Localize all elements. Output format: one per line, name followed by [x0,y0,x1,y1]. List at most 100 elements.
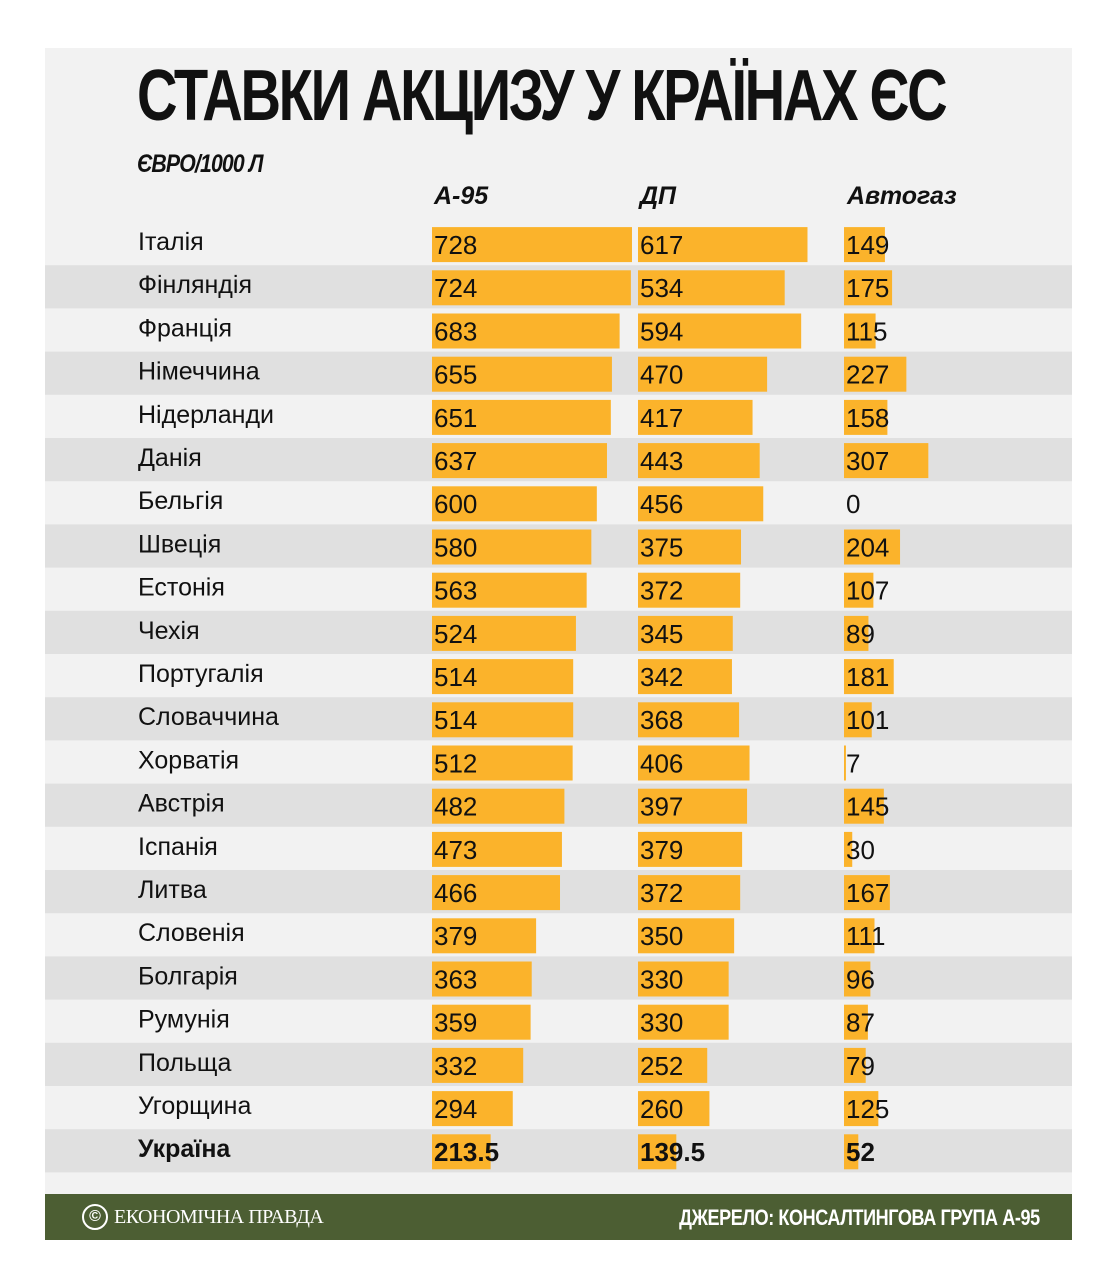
category-label: Данія [138,444,202,472]
chart-title: СТАВКИ АКЦИЗУ У КРАЇНАХ ЄС [137,56,948,136]
data-label: 379 [434,921,477,951]
category-label: Словаччина [138,703,279,731]
data-label: 294 [434,1094,477,1124]
bar [638,227,808,263]
data-label: 514 [434,662,477,692]
bar [844,572,874,608]
data-label: 252 [640,1051,683,1081]
row-stripe [45,956,1072,1000]
bar [432,529,592,565]
bar [844,745,846,781]
bar [432,1091,513,1127]
footer-bar [45,1194,1072,1240]
source-note: ДЖЕРЕЛО: КОНСАЛТИНГОВА ГРУПА А-95 [679,1205,1040,1230]
bar [638,659,732,695]
data-label: 728 [434,230,477,260]
bar [432,1004,531,1040]
bar [432,788,565,824]
category-label: Чехія [138,617,200,645]
bar [638,918,735,954]
bar [844,1004,868,1040]
data-label: 7 [846,748,860,778]
category-label: Польща [138,1049,232,1077]
category-label: Україна [138,1135,231,1163]
category-label: Нідерланди [138,401,274,429]
data-label: 372 [640,878,683,908]
bar [432,875,561,911]
bar [432,615,576,651]
copyright-logo-icon: © [82,1204,108,1230]
bar [432,1134,491,1170]
bar [432,961,532,997]
bar [432,227,632,263]
bar [844,529,901,565]
data-label: 332 [434,1051,477,1081]
data-label: 683 [434,316,477,346]
data-label: 397 [640,792,683,822]
data-label: 580 [434,532,477,562]
data-label: 724 [434,273,477,303]
data-label: 145 [846,792,889,822]
category-label: Франція [138,314,232,342]
bar [844,443,929,479]
bar [844,918,875,954]
bar [844,270,893,306]
data-label: 175 [846,273,889,303]
category-label: Румунія [138,1006,230,1034]
bar [638,1004,729,1040]
column-header-autogas: Автогаз [847,182,957,210]
data-label: 524 [434,619,477,649]
data-label: 617 [640,230,683,260]
data-label: 466 [434,878,477,908]
data-label: 115 [846,316,887,346]
data-label: 514 [434,705,477,735]
bar [844,615,869,651]
data-label: 330 [640,1008,683,1038]
category-label: Угорщина [138,1092,251,1120]
category-label: Хорватія [138,746,239,774]
data-label: 89 [846,619,875,649]
bar [638,702,740,738]
data-label: 0 [846,489,860,519]
bar [844,831,853,867]
data-label: 87 [846,1008,875,1038]
bar [638,313,802,349]
data-label: 30 [846,835,875,865]
bar [844,1091,879,1127]
bar [638,529,742,565]
bar [432,356,612,392]
bar [844,659,894,695]
bar [432,918,537,954]
category-label: Бельгія [138,487,223,515]
bar [432,399,611,435]
data-label: 375 [640,532,683,562]
bar [638,1047,708,1083]
row-stripe [45,1129,1072,1173]
category-label: Італія [138,228,204,256]
bar [432,486,597,522]
data-label: 330 [640,964,683,994]
bar [844,399,888,435]
data-label: 637 [434,446,477,476]
bar [844,788,884,824]
chart-subtitle: ЄВРО/1000 Л [137,150,264,178]
data-label: 96 [846,964,875,994]
bar [432,270,631,306]
bar [432,572,587,608]
data-label: 52 [846,1137,875,1167]
data-label: 655 [434,360,477,390]
bar [638,615,733,651]
column-header-dp: ДП [640,182,677,210]
bar [844,227,885,263]
data-label: 260 [640,1094,683,1124]
data-label: 101 [846,705,889,735]
data-label: 651 [434,403,477,433]
data-label: 406 [640,748,683,778]
data-label: 563 [434,576,477,606]
row-stripe [45,1042,1072,1086]
data-label: 139.5 [640,1137,705,1167]
bar [432,313,620,349]
bar [638,1134,677,1170]
bar [638,745,750,781]
bar [638,831,743,867]
